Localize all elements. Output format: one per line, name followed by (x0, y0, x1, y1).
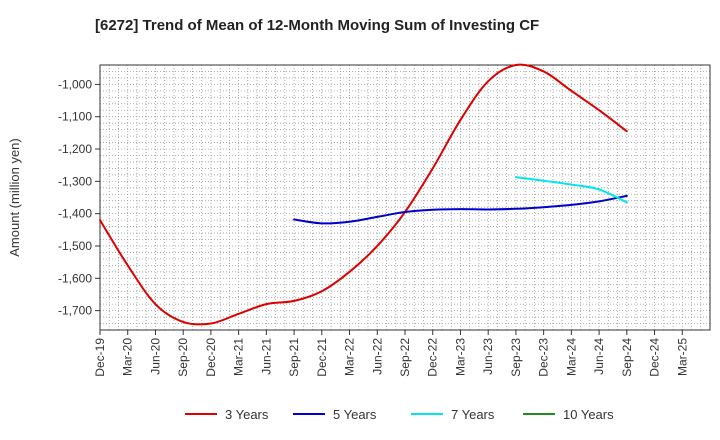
y-axis-label: Amount (million yen) (7, 138, 22, 257)
x-tick-label: Sep-21 (287, 338, 301, 377)
x-tick-label: Jun-21 (259, 338, 273, 375)
x-tick-label: Dec-20 (204, 338, 218, 377)
legend-label-5-years: 5 Years (333, 407, 377, 422)
x-tick-label: Dec-23 (537, 338, 551, 377)
x-ticks: Dec-19 Mar-20 Jun-20 Sep-20 Dec-20 Mar-21 Jun-… (93, 330, 689, 377)
x-tick-label: Sep-22 (398, 338, 412, 377)
series-line-3-years (99, 63, 628, 326)
x-tick-label: Dec-21 (315, 338, 329, 377)
legend: 3 Years 5 Years 7 Years 10 Years (185, 407, 614, 422)
legend-label-3-years: 3 Years (225, 407, 269, 422)
x-tick-label: Mar-24 (564, 338, 578, 376)
y-tick-label: -1,000 (58, 77, 92, 91)
series-line-7-years (514, 176, 628, 204)
y-tick-label: -1,300 (58, 174, 92, 188)
x-tick-label: Dec-24 (648, 338, 662, 377)
x-tick-label: Dec-22 (426, 338, 440, 377)
y-tick-label: -1,700 (58, 304, 92, 318)
x-tick-label: Mar-25 (675, 338, 689, 376)
chart-title: [6272] Trend of Mean of 12-Month Moving … (95, 17, 539, 34)
x-tick-label: Jun-24 (592, 338, 606, 375)
x-tick-label: Mar-23 (453, 338, 467, 376)
x-tick-label: Mar-22 (343, 338, 357, 376)
y-tick-label: -1,600 (58, 271, 92, 285)
x-tick-label: Sep-23 (509, 338, 523, 377)
y-tick-label: -1,500 (58, 239, 92, 253)
series-line-5-years (293, 194, 628, 225)
legend-label-10-years: 10 Years (563, 407, 614, 422)
x-tick-label: Mar-21 (232, 338, 246, 376)
x-tick-label: Jun-20 (148, 338, 162, 375)
x-tick-label: Mar-20 (121, 338, 135, 376)
x-tick-label: Dec-19 (93, 338, 107, 377)
series-lines (99, 63, 628, 326)
x-tick-label: Jun-22 (370, 338, 384, 375)
y-tick-label: -1,100 (58, 110, 92, 124)
x-tick-label: Jun-23 (481, 338, 495, 375)
y-tick-label: -1,400 (58, 207, 92, 221)
x-tick-label: Sep-20 (176, 338, 190, 377)
legend-label-7-years: 7 Years (451, 407, 495, 422)
y-ticks: -1,700 -1,600 -1,500 -1,400 -1,300 -1,200 -1,1… (58, 77, 100, 318)
y-tick-label: -1,200 (58, 142, 92, 156)
x-tick-label: Sep-24 (620, 338, 634, 377)
